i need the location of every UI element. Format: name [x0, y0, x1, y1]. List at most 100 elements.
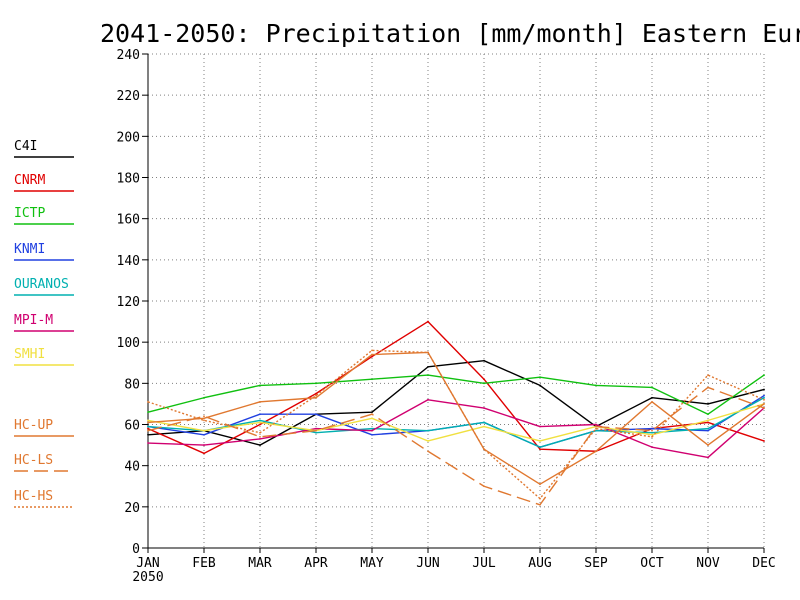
data-point [707, 429, 709, 432]
legend-label: SMHI [14, 347, 45, 362]
x-tick-label: JUN [416, 556, 439, 571]
legend-label: ICTP [14, 206, 45, 221]
data-point [707, 374, 709, 376]
data-point [763, 403, 765, 405]
data-point [259, 435, 261, 438]
data-point [539, 376, 541, 379]
data-point [315, 396, 317, 399]
data-point [259, 431, 261, 434]
x-tick-label: OCT [640, 556, 664, 571]
data-point [539, 384, 541, 387]
data-point [203, 433, 205, 436]
data-point [203, 419, 205, 422]
y-tick-label: 80 [124, 377, 140, 392]
y-tick-label: 160 [117, 213, 140, 228]
data-point [483, 382, 485, 385]
series-line [147, 359, 765, 446]
data-point [539, 503, 541, 506]
data-point [483, 425, 485, 428]
data-point [483, 485, 485, 488]
data-point [763, 374, 765, 376]
data-point [763, 388, 765, 391]
data-point [147, 421, 149, 424]
axes: 0 20 40 60 80 100 120 140 160 180 200 220 240 JAN FEB M… [117, 48, 776, 585]
data-point [147, 427, 149, 430]
y-tick-label: 180 [117, 172, 140, 187]
data-point [371, 355, 373, 358]
data-point [427, 351, 429, 354]
series-line [147, 374, 765, 415]
y-tick-label: 140 [117, 254, 140, 269]
y-tick-label: 200 [117, 130, 140, 145]
data-point [203, 444, 205, 446]
data-point [763, 440, 765, 442]
y-tick-label: 20 [124, 501, 140, 516]
data-point [315, 413, 317, 416]
legend: C4I CNRM ICTP KNMI OURANOS MPI-M SMHI HC-UP HC-L… [14, 139, 74, 508]
legend-label: HC-LS [14, 453, 53, 468]
data-point [371, 411, 373, 414]
data-point [371, 427, 373, 430]
data-point [147, 419, 149, 422]
data-point [763, 398, 765, 401]
legend-label: HC-HS [14, 489, 53, 504]
data-point [427, 440, 429, 442]
data-point [315, 429, 317, 432]
data-point [371, 353, 373, 356]
data-point [595, 425, 597, 428]
data-point [539, 497, 541, 500]
data-point [259, 384, 261, 387]
legend-label: HC-UP [14, 418, 53, 433]
y-tick-label: 60 [124, 419, 140, 434]
data-point [427, 450, 429, 453]
legend-label: MPI-M [14, 313, 53, 328]
data-point [651, 427, 653, 430]
data-point [651, 433, 653, 436]
x-tick-label: SEP [584, 556, 608, 571]
y-tick-label: 120 [117, 295, 140, 310]
data-point [315, 394, 317, 397]
y-tick-label: 0 [132, 542, 140, 557]
data-point [427, 365, 429, 368]
x-tick-label: MAY [360, 556, 384, 571]
data-point [595, 423, 597, 426]
data-point [203, 429, 205, 432]
y-tick-label: 100 [117, 336, 140, 351]
data-point [147, 411, 149, 414]
chart-title: 2041-2050: Precipitation [mm/month] East… [100, 19, 800, 48]
grid [148, 53, 765, 548]
data-point [259, 413, 261, 416]
y-tick-label: 220 [117, 89, 140, 104]
data-point [371, 433, 373, 436]
data-point [371, 349, 373, 352]
data-point [371, 378, 373, 381]
data-point [483, 407, 485, 409]
data-point [707, 427, 709, 430]
data-point [259, 444, 261, 446]
data-point [203, 415, 205, 418]
data-point [595, 427, 597, 430]
data-point [259, 419, 261, 422]
data-point [259, 423, 261, 426]
series-lines [147, 320, 765, 506]
data-point [539, 425, 541, 428]
x-tick-label: APR [304, 556, 328, 571]
data-point [427, 429, 429, 432]
legend-label: OURANOS [14, 277, 69, 292]
data-point [203, 417, 205, 420]
data-point [147, 433, 149, 436]
data-point [707, 421, 709, 424]
data-point [147, 442, 149, 444]
series-line [147, 386, 765, 506]
data-point [483, 448, 485, 451]
legend-label: CNRM [14, 173, 45, 188]
data-point [763, 394, 765, 397]
data-point [147, 429, 149, 432]
data-point [371, 413, 373, 416]
data-point [483, 421, 485, 424]
x-tick-label: JAN [136, 556, 159, 571]
data-point [595, 384, 597, 387]
data-point [707, 419, 709, 422]
data-point [707, 386, 709, 389]
data-point [203, 396, 205, 399]
